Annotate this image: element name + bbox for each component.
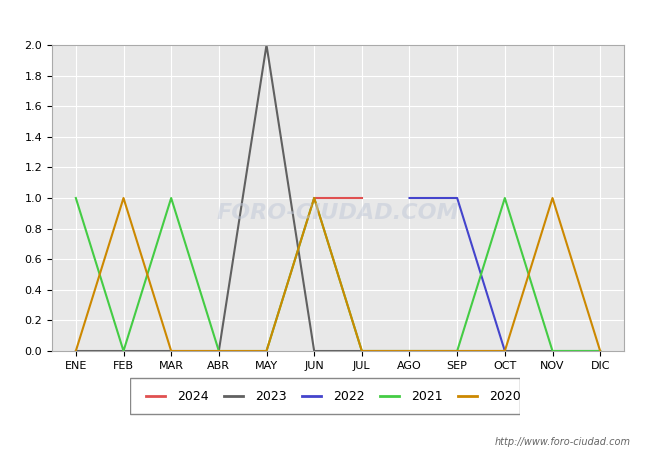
Text: 2022: 2022 [333,390,365,402]
Text: 2020: 2020 [489,390,521,402]
Text: http://www.foro-ciudad.com: http://www.foro-ciudad.com [495,437,630,447]
Text: 2023: 2023 [255,390,287,402]
FancyBboxPatch shape [130,378,520,414]
Text: 2024: 2024 [177,390,209,402]
Text: Matriculaciones de Vehiculos en Higuera de Llerena: Matriculaciones de Vehiculos en Higuera … [127,10,523,26]
Text: FORO-CIUDAD.COM: FORO-CIUDAD.COM [216,203,460,223]
Text: 2021: 2021 [411,390,443,402]
